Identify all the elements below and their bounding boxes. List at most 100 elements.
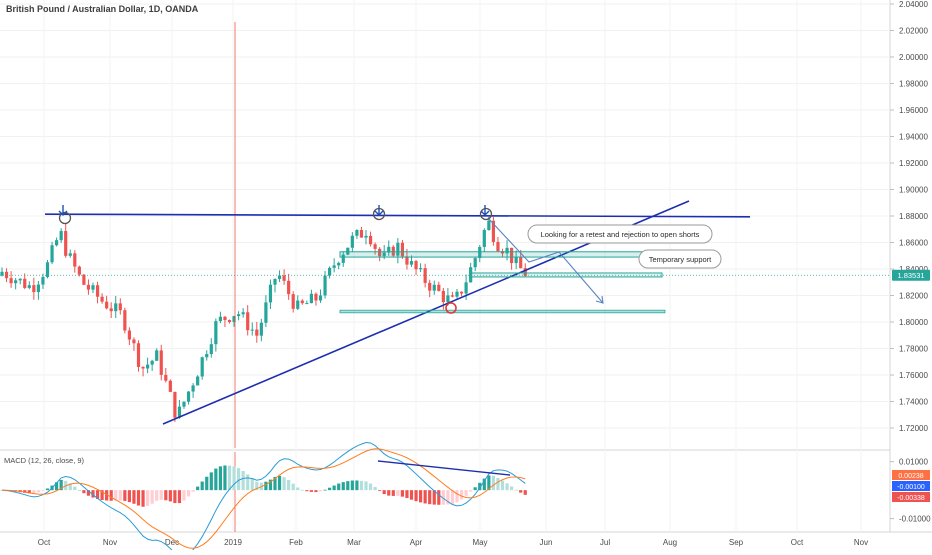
macd-histogram-bar: [173, 490, 177, 504]
macd-histogram-bar: [500, 480, 505, 491]
swing-high-circle[interactable]: [479, 207, 493, 221]
macd-histogram-bar: [291, 483, 295, 491]
candle-body: [341, 254, 345, 263]
macd-histogram-bar: [337, 483, 341, 491]
macd-histogram-bar: [382, 490, 386, 495]
candle-body: [109, 308, 113, 312]
macd-histogram-bar: [496, 477, 500, 491]
candle-body: [259, 322, 263, 336]
macd-histogram-bar: [323, 489, 327, 491]
macd-histogram-bar: [109, 490, 113, 501]
temporary-support-zone[interactable]: [469, 272, 663, 278]
candle-body: [373, 244, 377, 249]
candle-body: [428, 282, 432, 291]
macd-histogram-bar: [91, 490, 95, 498]
time-tick-label: Jul: [600, 538, 610, 547]
macd-histogram-bar: [205, 476, 209, 491]
time-tick-label: 2019: [224, 538, 242, 547]
grid: [0, 0, 890, 532]
time-tick-label: Jun: [540, 538, 553, 547]
macd-histogram-bar: [150, 490, 154, 504]
price-tick-label: 1.98000: [899, 80, 928, 89]
macd-histogram-bar: [36, 490, 40, 493]
macd-histogram-bar: [277, 475, 282, 491]
candle-body: [446, 295, 450, 303]
down-arrow-marker[interactable]: [58, 205, 68, 216]
candle-body: [118, 303, 122, 311]
candle-body: [432, 284, 436, 291]
macd-histogram-bar: [223, 465, 227, 491]
macd-histogram-bar: [341, 482, 345, 491]
time-tick-label: Oct: [791, 538, 804, 547]
candle-body: [255, 329, 259, 336]
annotation-retest-text: Looking for a retest and rejection to op…: [541, 230, 700, 239]
price-tick-label: 1.76000: [899, 371, 928, 380]
price-tick-label: 1.88000: [899, 212, 928, 221]
macd-histogram-bar: [428, 490, 432, 505]
projection-arrowhead: [595, 295, 604, 304]
macd-histogram-bar: [32, 490, 36, 494]
candle-body: [23, 278, 27, 288]
price-tick-label: 1.92000: [899, 159, 928, 168]
candle-body: [64, 231, 68, 256]
macd-histogram-bar: [227, 465, 232, 491]
candle-body: [305, 303, 309, 305]
macd-indicator: 0.01000 -0.01000: [0, 442, 931, 555]
price-tick-label: 1.72000: [899, 424, 928, 433]
macd-histogram-bar: [255, 481, 259, 491]
down-arrow-marker[interactable]: [374, 205, 384, 216]
swing-low-circle[interactable]: [445, 302, 457, 314]
candle-body: [519, 257, 523, 269]
macd-histogram-bar: [209, 472, 213, 491]
candle-body: [314, 293, 318, 301]
candle-body: [282, 275, 286, 281]
resistance-trendline[interactable]: [44, 213, 751, 218]
macd-histogram-bar: [237, 468, 241, 491]
candle-body: [100, 296, 104, 302]
price-axis[interactable]: 2.04000 2.02000 2.00000 1.98000 1.96000 1.940…: [890, 0, 928, 433]
macd-histogram-value: -0.00338: [897, 495, 925, 502]
macd-histogram-bar: [232, 466, 236, 491]
annotation-retest[interactable]: Looking for a retest and rejection to op…: [527, 224, 713, 244]
macd-histogram-bar: [459, 490, 464, 500]
projection-path[interactable]: [487, 217, 604, 304]
time-axis[interactable]: Oct Nov Dec 2019 Feb Mar Apr May Jun Jul Aug Sep Oct…: [38, 538, 868, 547]
time-tick-label: Nov: [103, 538, 117, 547]
last-price-label: 1.83531: [897, 271, 924, 280]
candle-body: [423, 268, 427, 283]
macd-histogram-bar: [45, 488, 50, 491]
candle-body: [400, 242, 404, 257]
macd-divergence-line: [377, 460, 511, 476]
macd-histogram-bar: [155, 490, 159, 501]
candle-body: [123, 310, 127, 331]
candle-body: [68, 253, 72, 256]
time-tick-label: Feb: [289, 538, 303, 547]
macd-histogram-bar: [368, 483, 373, 491]
lower-support-zone[interactable]: [339, 309, 666, 314]
macd-histogram-bar: [191, 490, 195, 492]
macd-histogram-bar: [164, 490, 168, 501]
down-arrow-marker[interactable]: [480, 205, 490, 216]
candle-body: [437, 284, 441, 291]
macd-histogram-bar: [296, 487, 300, 491]
resistance-zone[interactable]: [339, 251, 663, 258]
candle-body: [182, 401, 186, 407]
macd-histogram-bar: [414, 490, 418, 502]
price-pane[interactable]: [0, 0, 890, 448]
macd-histogram-bar: [123, 490, 127, 501]
macd-histogram-bar: [387, 490, 391, 496]
candle-body: [505, 247, 509, 254]
macd-histogram-bar: [136, 490, 141, 506]
candle-body: [114, 303, 118, 312]
candle-body: [264, 302, 268, 323]
annotation-temporary-support[interactable]: Temporary support: [638, 249, 722, 269]
candle-body: [241, 312, 245, 315]
candle-body: [127, 330, 131, 340]
candle-body: [50, 245, 54, 263]
candle-body: [177, 406, 182, 418]
candle-body: [464, 282, 468, 294]
macd-histogram-bar: [68, 483, 72, 491]
macd-histogram-bar: [196, 486, 200, 491]
